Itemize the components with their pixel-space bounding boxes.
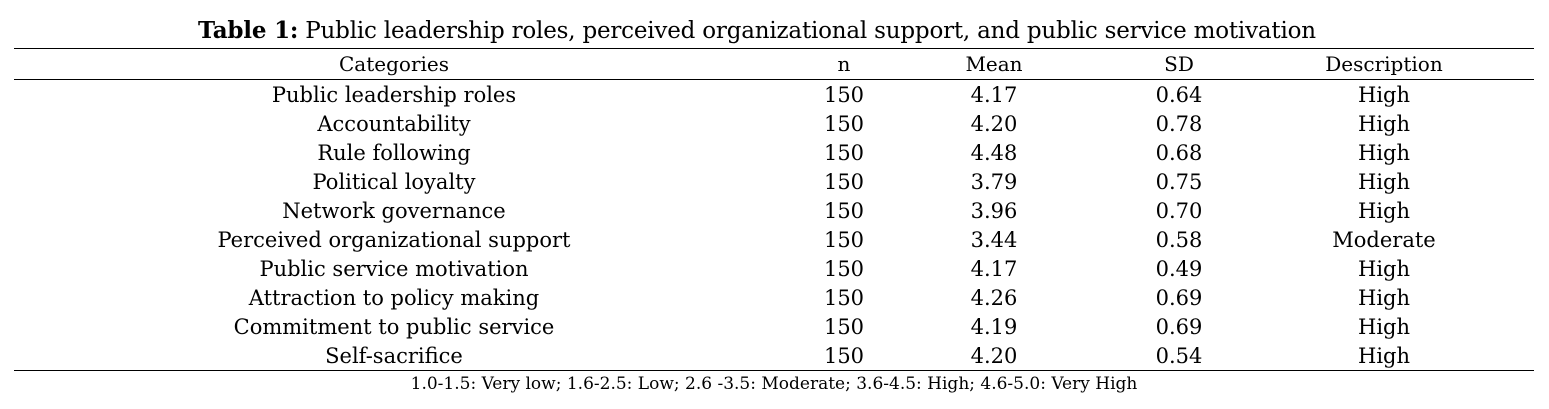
table-header-rule <box>14 79 1534 80</box>
table-row: Public leadership roles 150 4.17 0.64 High <box>14 81 1534 110</box>
row-category: Public service motivation <box>259 257 529 281</box>
row-mean: 4.17 <box>970 83 1018 107</box>
row-n: 150 <box>823 257 865 281</box>
row-category: Political loyalty <box>312 170 476 194</box>
row-sd: 0.69 <box>1155 286 1203 310</box>
column-header-mean: Mean <box>965 52 1023 76</box>
row-category: Commitment to public service <box>233 315 555 339</box>
row-description: High <box>1358 257 1410 281</box>
table-caption-text: Public leadership roles, perceived organ… <box>298 18 1316 44</box>
row-category: Network governance <box>282 199 506 223</box>
column-header-description: Description <box>1325 52 1443 76</box>
table-row: Self-sacrifice 150 4.20 0.54 High <box>14 342 1534 371</box>
row-mean: 4.20 <box>970 112 1018 136</box>
row-sd: 0.75 <box>1155 170 1203 194</box>
row-sd: 0.70 <box>1155 199 1203 223</box>
column-header-sd: SD <box>1164 52 1194 76</box>
row-description: High <box>1358 286 1410 310</box>
row-category: Self-sacrifice <box>325 344 463 368</box>
table-row: Accountability 150 4.20 0.78 High <box>14 110 1534 139</box>
row-n: 150 <box>823 112 865 136</box>
row-n: 150 <box>823 199 865 223</box>
row-n: 150 <box>823 315 865 339</box>
table-row: Rule following 150 4.48 0.68 High <box>14 139 1534 168</box>
row-category: Accountability <box>317 112 471 136</box>
row-mean: 3.44 <box>970 228 1018 252</box>
table-row: Public service motivation 150 4.17 0.49 High <box>14 255 1534 284</box>
row-mean: 4.20 <box>970 344 1018 368</box>
row-mean: 4.17 <box>970 257 1018 281</box>
row-description: High <box>1358 199 1410 223</box>
table-bottom-rule <box>14 370 1534 371</box>
row-sd: 0.58 <box>1155 228 1203 252</box>
row-description: High <box>1358 141 1410 165</box>
row-category: Public leadership roles <box>271 83 517 107</box>
row-sd: 0.54 <box>1155 344 1203 368</box>
row-n: 150 <box>823 170 865 194</box>
table-header-row: Categories n Mean SD Description <box>14 50 1534 79</box>
column-header-n: n <box>837 52 851 76</box>
table-row: Commitment to public service 150 4.19 0.69 H… <box>14 313 1534 342</box>
row-n: 150 <box>823 344 865 368</box>
row-sd: 0.64 <box>1155 83 1203 107</box>
table-row: Attraction to policy making 150 4.26 0.69 Hi… <box>14 284 1534 313</box>
row-mean: 3.96 <box>970 199 1018 223</box>
table-note: 1.0-1.5: Very low; 1.6-2.5: Low; 2.6 -3.… <box>410 374 1138 394</box>
row-n: 150 <box>823 286 865 310</box>
row-n: 150 <box>823 83 865 107</box>
row-description: Moderate <box>1332 228 1436 252</box>
row-description: High <box>1358 344 1410 368</box>
row-sd: 0.68 <box>1155 141 1203 165</box>
table-row: Political loyalty 150 3.79 0.75 High <box>14 168 1534 197</box>
table-caption: Table 1: Public leadership roles, percei… <box>198 14 1316 48</box>
row-category: Perceived organizational support <box>217 228 571 252</box>
row-mean: 4.19 <box>970 315 1018 339</box>
table-top-rule <box>14 48 1534 49</box>
row-category: Rule following <box>317 141 471 165</box>
row-sd: 0.78 <box>1155 112 1203 136</box>
row-description: High <box>1358 315 1410 339</box>
row-mean: 4.26 <box>970 286 1018 310</box>
row-n: 150 <box>823 141 865 165</box>
row-category: Attraction to policy making <box>248 286 540 310</box>
table-row: Network governance 150 3.96 0.70 High <box>14 197 1534 226</box>
row-description: High <box>1358 170 1410 194</box>
table-row: Perceived organizational support 150 3.44 0… <box>14 226 1534 255</box>
row-mean: 3.79 <box>970 170 1018 194</box>
row-description: High <box>1358 83 1410 107</box>
row-sd: 0.69 <box>1155 315 1203 339</box>
column-header-categories: Categories <box>339 52 449 76</box>
row-description: High <box>1358 112 1410 136</box>
row-n: 150 <box>823 228 865 252</box>
table-caption-label: Table 1: <box>198 17 299 44</box>
row-sd: 0.49 <box>1155 257 1203 281</box>
row-mean: 4.48 <box>970 141 1018 165</box>
